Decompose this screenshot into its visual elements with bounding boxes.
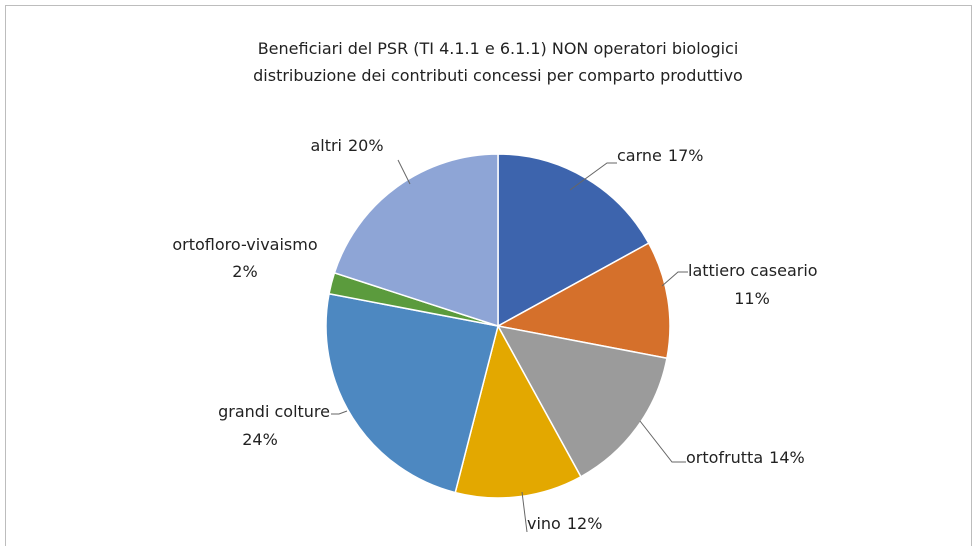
slice-label-group: vino 12% bbox=[527, 514, 602, 533]
slice-label-group: carne 17% bbox=[617, 146, 703, 165]
slice-label: grandi colture bbox=[218, 402, 330, 421]
leader-line bbox=[331, 410, 348, 415]
slice-value-label: 12% bbox=[567, 514, 603, 533]
pie-slice bbox=[496, 324, 668, 478]
leader-line bbox=[569, 162, 617, 191]
slice-label: lattiero caseario bbox=[688, 261, 818, 280]
slice-value-label: 14% bbox=[769, 448, 805, 467]
slice-label: ortofloro-vivaismo bbox=[172, 235, 317, 254]
chart-subtitle: distribuzione dei contributi concessi pe… bbox=[253, 66, 743, 85]
leader-line bbox=[639, 420, 686, 463]
slice-value-label: 20% bbox=[348, 136, 384, 155]
pie-slice bbox=[454, 323, 582, 499]
slice-label: carne bbox=[617, 146, 662, 165]
pie-slice bbox=[497, 153, 650, 328]
slice-label: altri bbox=[310, 136, 342, 155]
slice-value-label: 17% bbox=[668, 146, 704, 165]
slice-value-label: 11% bbox=[734, 289, 770, 308]
slice-label-group: altri 20% bbox=[310, 136, 383, 155]
pie-slice bbox=[495, 242, 671, 360]
leader-line bbox=[661, 271, 688, 287]
chart-title: Beneficiari del PSR (TI 4.1.1 e 6.1.1) N… bbox=[258, 39, 739, 58]
slice-value-label: 24% bbox=[242, 430, 278, 449]
slice-value-label: 2% bbox=[232, 262, 257, 281]
leader-line bbox=[521, 491, 528, 533]
pie-slice bbox=[325, 292, 499, 494]
leader-line bbox=[397, 159, 411, 185]
slice-label-group: ortofrutta 14% bbox=[686, 448, 805, 467]
pie-slice bbox=[333, 153, 499, 328]
slice-label: ortofrutta bbox=[686, 448, 763, 467]
slice-label: vino bbox=[527, 514, 561, 533]
